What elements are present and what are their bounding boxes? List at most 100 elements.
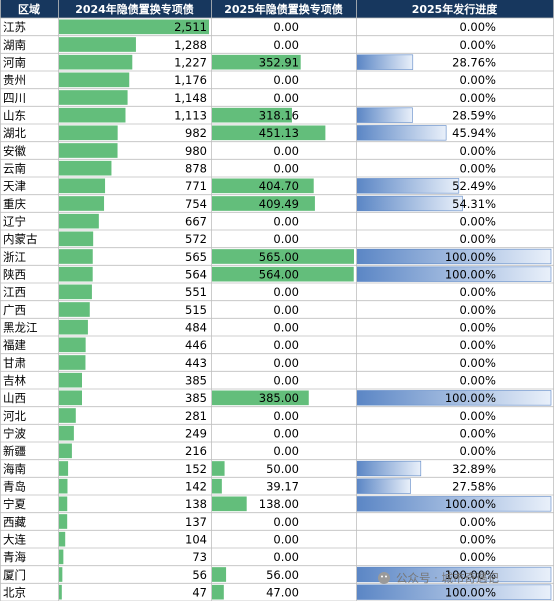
value-2025: 0.00 xyxy=(273,285,299,299)
value-2024: 142 xyxy=(185,480,207,494)
region-label: 厦门 xyxy=(3,568,26,582)
bar-2025 xyxy=(212,496,247,512)
progress-label: 0.00% xyxy=(459,91,496,105)
bar-2025 xyxy=(212,125,326,141)
value-2024: 1,176 xyxy=(174,73,207,87)
progress-label: 0.00% xyxy=(459,374,496,388)
table-row: 山东 1,113 318.16 28.59% xyxy=(3,107,496,123)
progress-label: 52.49% xyxy=(452,179,496,193)
region-label: 四川 xyxy=(3,91,26,105)
table-row: 河北 281 0.00 0.00% xyxy=(3,408,496,423)
bar-2024 xyxy=(59,284,92,300)
value-2025: 564.00 xyxy=(259,268,299,282)
progress-label: 0.00% xyxy=(459,144,496,158)
bar-2024 xyxy=(59,531,66,547)
region-label: 河北 xyxy=(3,409,26,423)
table-row: 青海 73 0.00 0.00% xyxy=(3,549,496,565)
table-row: 北京 47 47.00 100.00% xyxy=(3,584,552,600)
region-label: 福建 xyxy=(3,338,26,352)
progress-bar xyxy=(356,54,414,70)
value-2024: 47 xyxy=(192,586,207,600)
value-2024: 73 xyxy=(192,550,207,564)
bar-2024 xyxy=(59,19,209,35)
table-row: 山西 385 385.00 100.00% xyxy=(3,390,552,406)
table-row: 贵州 1,176 0.00 0.00% xyxy=(3,72,496,88)
header-bg xyxy=(0,0,554,18)
bar-2025 xyxy=(212,584,224,600)
table-row: 陕西 564 564.00 100.00% xyxy=(3,266,552,282)
region-label: 陕西 xyxy=(3,268,26,282)
value-2024: 484 xyxy=(185,321,207,335)
region-label: 内蒙古 xyxy=(3,232,38,246)
progress-label: 0.00% xyxy=(459,409,496,423)
value-2025: 0.00 xyxy=(273,215,299,229)
value-2025: 0.00 xyxy=(273,515,299,529)
value-2025: 385.00 xyxy=(259,391,299,405)
value-2025: 0.00 xyxy=(273,73,299,87)
value-2024: 878 xyxy=(185,162,207,176)
region-label: 河南 xyxy=(3,56,26,70)
table-row: 安徽 980 0.00 0.00% xyxy=(3,143,496,158)
bar-2024 xyxy=(59,72,130,88)
region-label: 甘肃 xyxy=(3,356,26,370)
table-row: 湖南 1,288 0.00 0.00% xyxy=(3,37,496,52)
value-2024: 443 xyxy=(185,356,207,370)
value-2025: 318.16 xyxy=(259,109,299,123)
table-row: 厦门 56 56.00 100.00% xyxy=(3,566,552,583)
table-row: 云南 878 0.00 0.00% xyxy=(3,160,496,176)
progress-label: 28.59% xyxy=(452,109,496,123)
table-row: 江苏 2,511 0.00 0.00% xyxy=(3,19,496,35)
bar-2024 xyxy=(59,549,64,565)
progress-label: 27.58% xyxy=(452,480,496,494)
value-2025: 0.00 xyxy=(273,303,299,317)
bar-2024 xyxy=(59,478,68,494)
region-label: 青岛 xyxy=(3,480,26,494)
progress-label: 100.00% xyxy=(445,568,496,582)
table-row: 广西 515 0.00 0.00% xyxy=(3,302,496,317)
progress-bar xyxy=(356,248,552,265)
value-2024: 551 xyxy=(185,285,207,299)
value-2025: 0.00 xyxy=(273,444,299,458)
progress-label: 32.89% xyxy=(452,462,496,476)
region-label: 新疆 xyxy=(3,444,26,458)
region-label: 黑龙江 xyxy=(3,321,38,335)
bar-2025 xyxy=(212,390,309,406)
bar-2024 xyxy=(59,143,118,158)
bar-2024 xyxy=(59,425,74,441)
value-2024: 982 xyxy=(185,126,207,140)
table-row: 福建 446 0.00 0.00% xyxy=(3,337,496,353)
bar-2024 xyxy=(59,355,86,370)
bar-2024 xyxy=(59,160,112,176)
bar-2025 xyxy=(212,249,354,264)
progress-label: 45.94% xyxy=(452,126,496,140)
region-label: 北京 xyxy=(3,586,26,600)
bar-2025 xyxy=(212,461,225,476)
progress-label: 100.00% xyxy=(445,497,496,511)
value-2024: 564 xyxy=(185,268,207,282)
progress-label: 100.00% xyxy=(445,586,496,600)
bar-2025 xyxy=(212,478,222,494)
region-label: 西藏 xyxy=(3,515,26,529)
region-label: 海南 xyxy=(3,462,26,476)
header-cell: 2025年隐债置换专项债 xyxy=(224,2,343,16)
value-2025: 0.00 xyxy=(273,144,299,158)
bar-2024 xyxy=(59,54,133,70)
progress-bar xyxy=(356,125,447,141)
progress-bar xyxy=(356,566,552,583)
bar-2025 xyxy=(212,266,354,282)
region-label: 宁夏 xyxy=(3,497,26,511)
value-2025: 138.00 xyxy=(259,497,299,511)
value-2024: 1,148 xyxy=(174,91,207,105)
progress-bar xyxy=(356,584,552,600)
value-2024: 771 xyxy=(185,179,207,193)
value-2024: 281 xyxy=(185,409,207,423)
region-label: 浙江 xyxy=(3,250,26,264)
progress-label: 0.00% xyxy=(459,338,496,352)
progress-bar xyxy=(356,266,552,282)
table-row: 黑龙江 484 0.00 0.00% xyxy=(3,319,496,335)
bar-2024 xyxy=(59,125,118,141)
table-row: 湖北 982 451.13 45.94% xyxy=(3,125,496,141)
bar-2024 xyxy=(59,408,76,423)
table-body: 江苏 2,511 0.00 0.00% 湖南 1,288 0.00 0.00% 河南 1,227 3… xyxy=(3,19,552,600)
region-label: 安徽 xyxy=(3,144,26,158)
